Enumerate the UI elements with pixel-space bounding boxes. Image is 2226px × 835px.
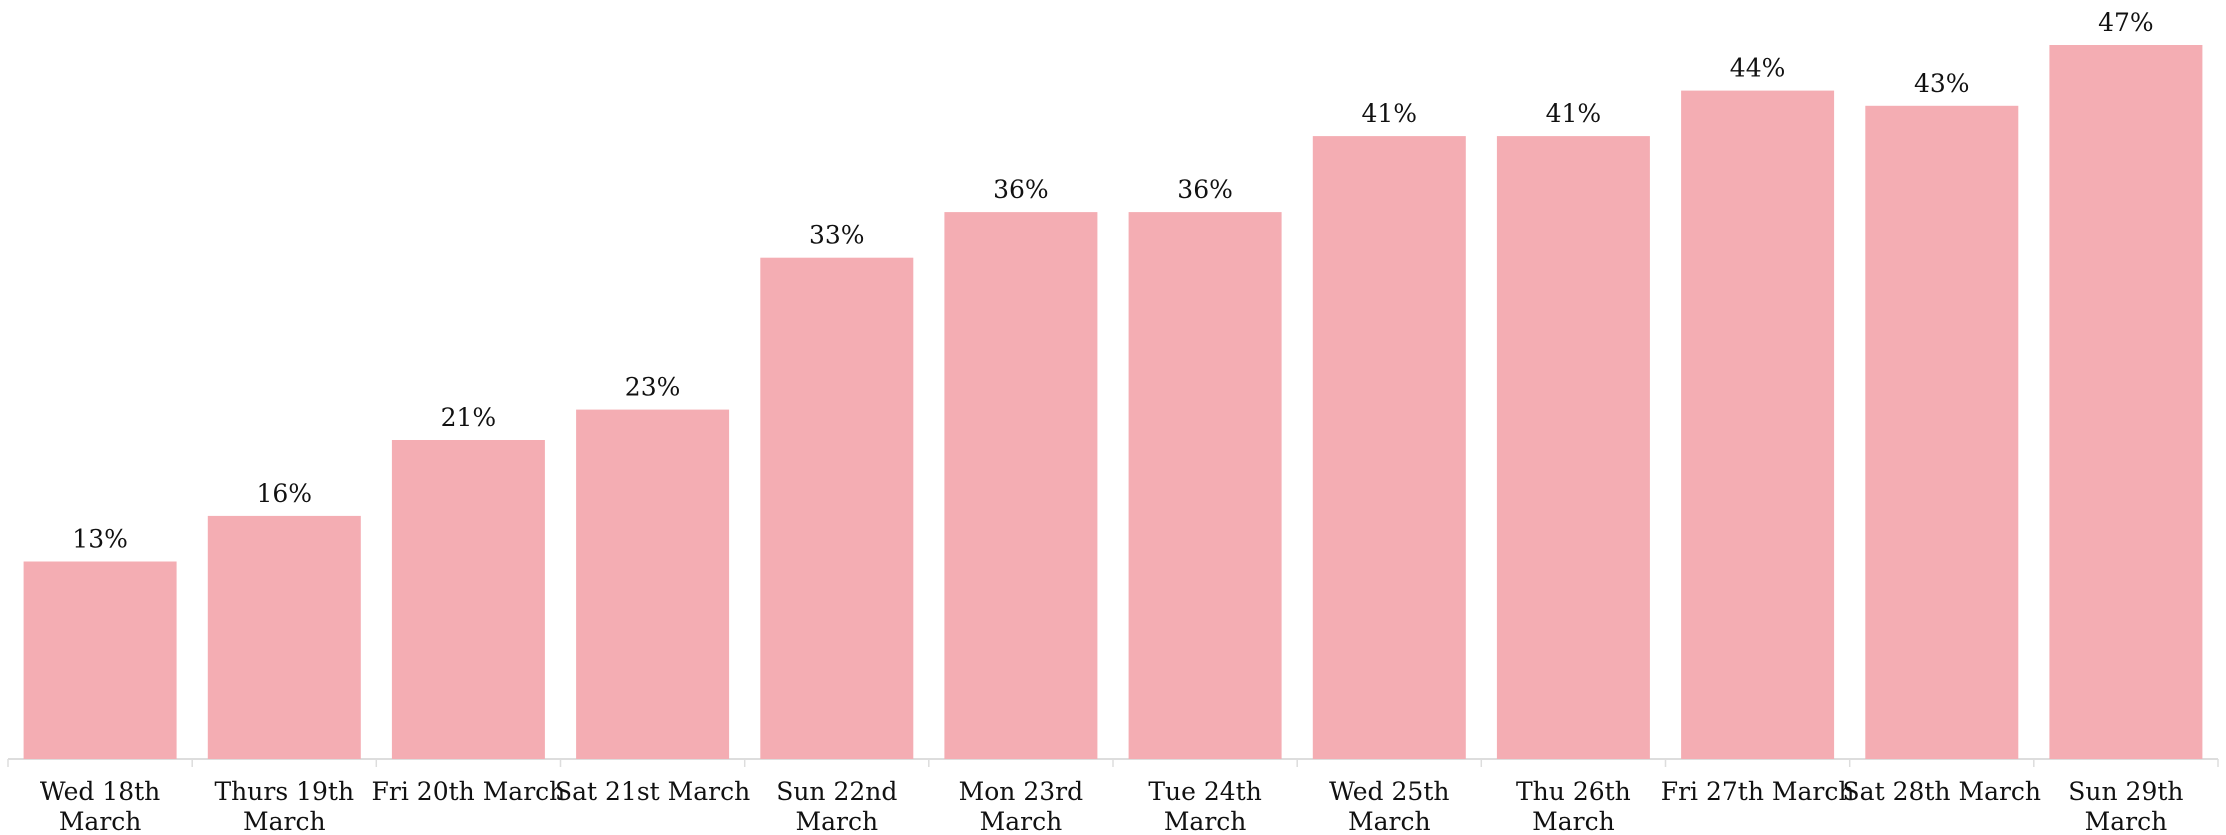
x-tick-label-line: March [1348,807,1431,835]
bar-11 [1865,105,2019,760]
data-label-12: 47% [2098,8,2154,37]
x-tick-label-3: Fri 20th March [372,777,566,806]
data-label-1: 13% [72,525,128,554]
x-tick-label-line: Wed 18th [40,777,160,806]
x-tick-label-8: Wed 25th March [1329,777,1449,835]
x-tick-label-4: Sat 21st March [555,777,750,806]
x-tick-label-1: Wed 18th March [40,777,160,835]
bar-4 [576,409,730,759]
bar-3 [391,440,545,759]
data-labels-group: 13% 16% 21% 23% 33% 36% 36% 41% 41% 44% 43% 47% [72,8,2153,554]
x-tick-label-11: Sat 28th March [1843,777,2042,806]
x-tick-label-5: Sun 22nd March [776,777,897,835]
bar-12 [2049,45,2203,759]
bar-9 [1496,136,1650,760]
x-tick-label-line: Fri 20th March [372,777,566,806]
x-tick-label-line: Fri 27th March [1661,777,1855,806]
bar-6 [944,212,1098,760]
bar-8 [1312,136,1466,760]
x-tick-label-line: March [796,807,879,835]
x-tick-label-2: Thurs 19th March [215,777,355,835]
bars-group [23,45,2203,760]
x-tick-marks-group [7,759,2219,767]
x-tick-label-line: Wed 25th [1329,777,1449,806]
data-label-8: 41% [1362,99,1418,128]
x-tick-label-line: Sun 22nd [776,777,897,806]
x-tick-label-line: Thu 26th [1516,777,1631,806]
data-label-11: 43% [1914,69,1970,98]
x-tick-label-line: Sat 28th March [1843,777,2042,806]
data-label-5: 33% [809,221,865,250]
data-label-9: 41% [1546,99,1602,128]
x-tick-label-7: Tue 24th March [1148,777,1261,835]
bar-5 [760,257,914,759]
x-tick-label-line: March [1164,807,1247,835]
data-label-3: 21% [441,403,497,432]
bar-1 [23,561,177,759]
x-tick-label-line: Mon 23rd [959,777,1083,806]
data-label-2: 16% [257,479,313,508]
x-tick-label-6: Mon 23rd March [959,777,1083,835]
x-tick-label-line: Tue 24th [1148,777,1261,806]
data-label-7: 36% [1177,175,1233,204]
data-label-4: 23% [625,373,681,402]
x-tick-label-12: Sun 29th March [2068,777,2183,835]
x-tick-label-line: March [59,807,142,835]
x-tick-label-line: March [243,807,326,835]
x-tick-label-line: Sun 29th [2068,777,2183,806]
x-tick-label-line: March [1532,807,1615,835]
x-tick-label-9: Thu 26th March [1516,777,1631,835]
data-label-6: 36% [993,175,1049,204]
bar-7 [1128,212,1282,760]
bar-2 [207,515,361,759]
x-tick-label-line: Thurs 19th [215,777,355,806]
x-tick-label-line: Sat 21st March [555,777,750,806]
x-tick-label-line: March [980,807,1063,835]
x-tick-label-10: Fri 27th March [1661,777,1855,806]
data-label-10: 44% [1730,54,1786,83]
bar-10 [1681,90,1835,760]
x-tick-label-line: March [2085,807,2168,835]
